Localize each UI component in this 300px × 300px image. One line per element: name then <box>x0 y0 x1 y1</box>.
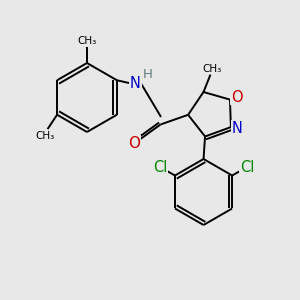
Text: O: O <box>231 90 242 105</box>
Text: N: N <box>130 76 141 91</box>
Text: H: H <box>143 68 153 81</box>
Text: CH₃: CH₃ <box>35 131 54 141</box>
Text: CH₃: CH₃ <box>77 36 97 46</box>
Text: N: N <box>232 121 243 136</box>
Text: Cl: Cl <box>153 160 167 175</box>
Text: CH₃: CH₃ <box>202 64 221 74</box>
Text: CH₃: CH₃ <box>77 36 97 46</box>
Text: O: O <box>128 136 140 151</box>
Text: Cl: Cl <box>240 160 254 175</box>
